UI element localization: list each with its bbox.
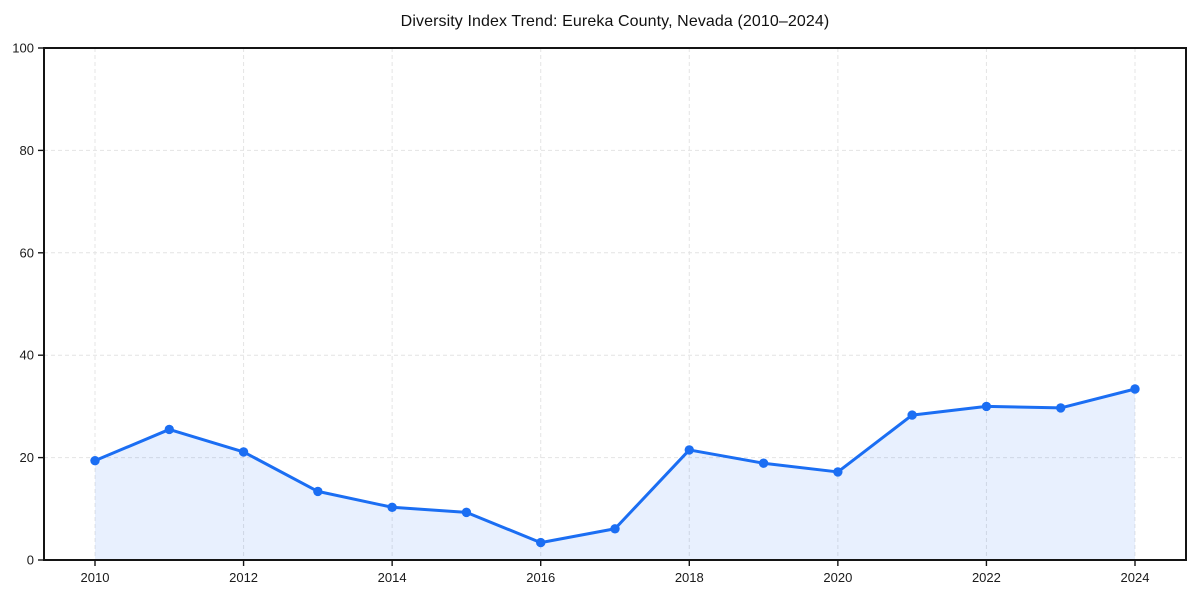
y-tick-label: 60 — [20, 245, 34, 260]
y-tick-label: 80 — [20, 143, 34, 158]
data-point-2018 — [684, 445, 694, 455]
data-point-2016 — [536, 537, 546, 548]
x-tick-label: 2014 — [378, 570, 407, 585]
area-fill — [95, 388, 1135, 560]
data-point-2011 — [164, 424, 174, 435]
data-point-2015 — [461, 507, 472, 518]
data-point-2022 — [981, 401, 992, 412]
y-tick-label: 100 — [12, 41, 34, 56]
data-point-2010 — [90, 455, 100, 466]
data-point-2020 — [833, 467, 843, 477]
data-point-2012 — [238, 447, 249, 457]
data-point-2023 — [1056, 403, 1066, 413]
x-tick-label: 2012 — [229, 570, 258, 585]
x-tick-label: 2016 — [526, 570, 555, 585]
y-tick-label: 20 — [20, 450, 34, 465]
x-tick-label: 2010 — [81, 570, 110, 585]
data-point-2014 — [387, 502, 397, 512]
chart-title: Diversity Index Trend: Eureka County, Ne… — [400, 13, 830, 30]
y-tick-label: 40 — [20, 348, 34, 363]
data-point-2021 — [907, 410, 917, 420]
plot-frame — [43, 47, 1187, 561]
x-tick-label: 2024 — [1121, 570, 1150, 585]
x-tick-label: 2018 — [675, 570, 704, 585]
x-tick-label: 2020 — [823, 570, 852, 585]
x-tick-label: 2022 — [972, 570, 1001, 585]
data-point-2019 — [758, 458, 769, 468]
data-point-2017 — [610, 524, 620, 534]
data-point-2013 — [313, 486, 323, 497]
y-tick-label: 0 — [27, 553, 34, 568]
data-point-2024 — [1130, 384, 1140, 394]
